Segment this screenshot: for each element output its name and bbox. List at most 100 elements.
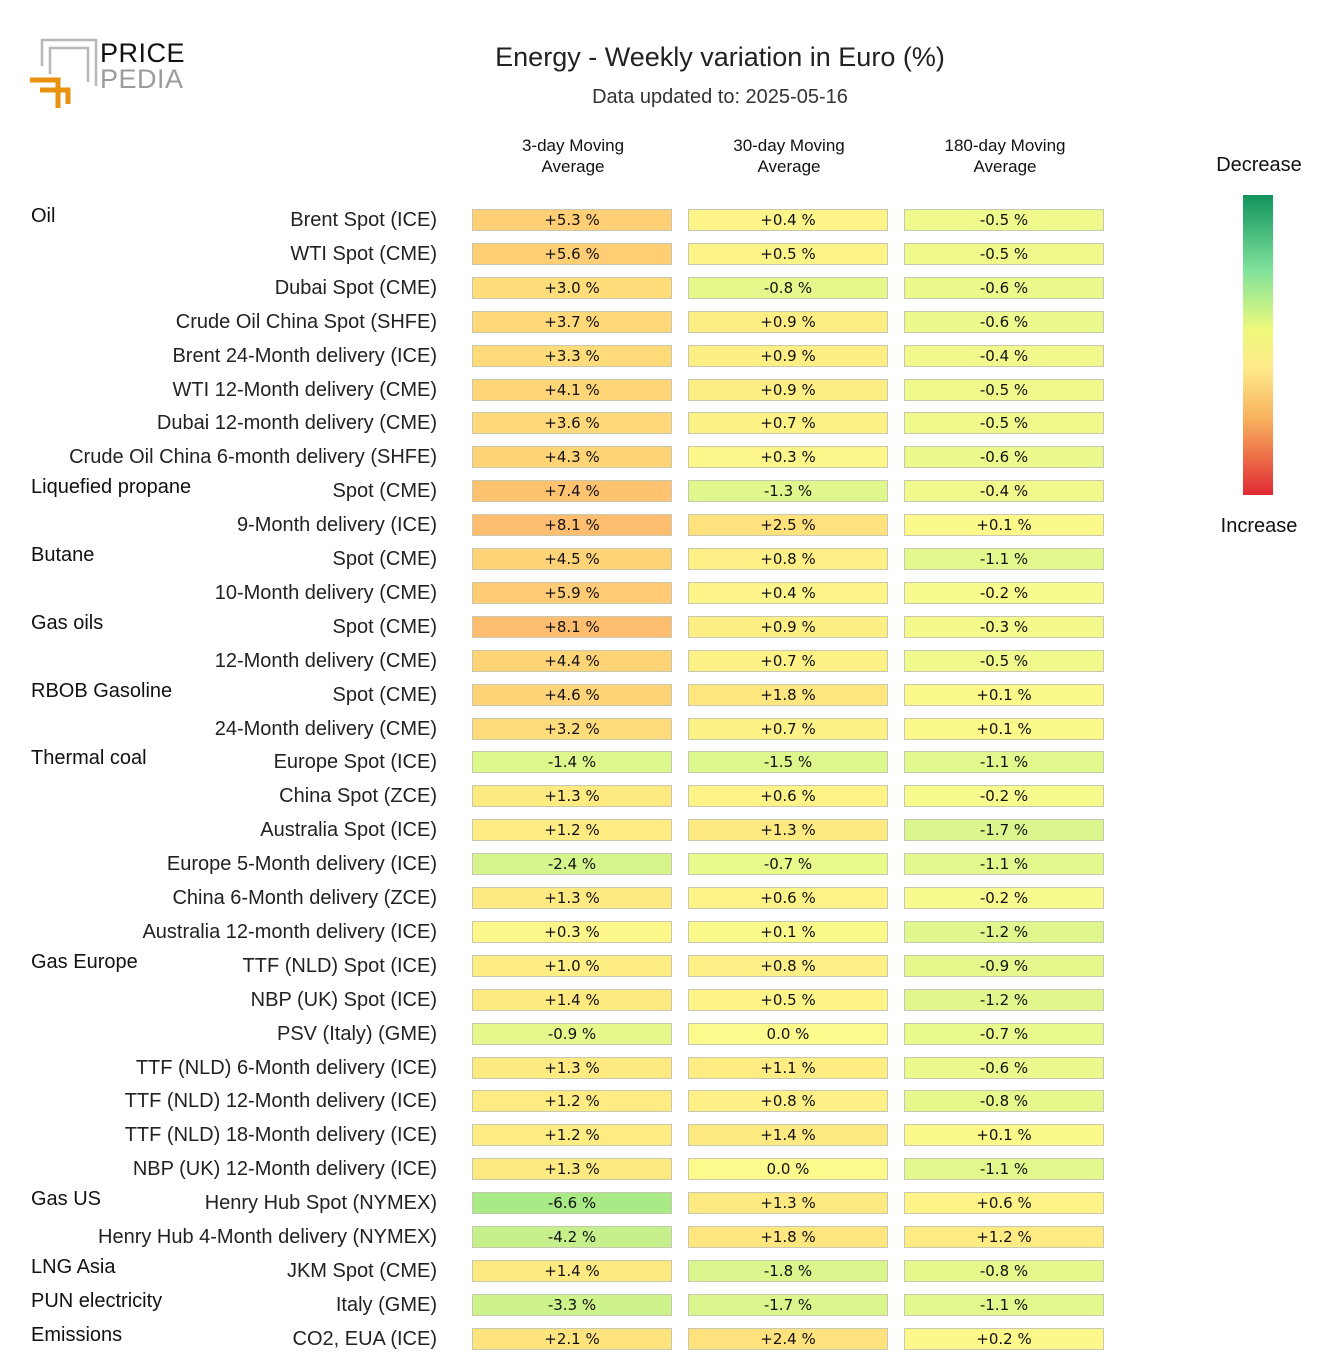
value-cell: +0.9 % — [688, 378, 888, 401]
column-header-line: 180-day Moving — [944, 136, 1066, 155]
row-label: TTF (NLD) 12-Month delivery (ICE) — [124, 1090, 437, 1113]
row-label: WTI Spot (CME) — [290, 242, 437, 265]
column-header-line: 30-day Moving — [733, 136, 845, 155]
value-cell: -0.2 % — [904, 785, 1104, 808]
column-header-line: Average — [757, 157, 821, 176]
row-label: Australia 12-month delivery (ICE) — [142, 920, 437, 943]
chart-title: Energy - Weekly variation in Euro (%) — [495, 42, 945, 72]
value-cell: +3.0 % — [472, 276, 672, 299]
value-cell: +3.6 % — [472, 412, 672, 435]
row-label: 12-Month delivery (CME) — [214, 649, 437, 672]
value-cell: -0.9 % — [904, 954, 1104, 977]
value-cell: -1.5 % — [688, 751, 888, 774]
value-cell: -1.8 % — [688, 1259, 888, 1282]
group-label: Thermal coal — [31, 747, 147, 770]
legend-color-scale — [1243, 195, 1273, 495]
value-cell: -0.5 % — [904, 209, 1104, 231]
value-cell: +5.3 % — [472, 209, 672, 231]
value-cell: +0.5 % — [688, 242, 888, 265]
value-cell: +0.8 % — [688, 1090, 888, 1113]
row-label: TTF (NLD) 18-Month delivery (ICE) — [124, 1124, 437, 1147]
row-label: Henry Hub 4-Month delivery (NYMEX) — [98, 1226, 437, 1248]
row-label: TTF (NLD) Spot (ICE) — [242, 954, 437, 977]
value-cell: -1.1 % — [904, 751, 1104, 774]
value-cell: +1.3 % — [688, 1192, 888, 1215]
row-label: China 6-Month delivery (ZCE) — [172, 887, 437, 909]
value-cell: -1.7 % — [904, 819, 1104, 842]
group-label: Gas Europe — [31, 950, 138, 973]
value-cell: +1.4 % — [688, 1124, 888, 1147]
value-cell: +0.7 % — [688, 412, 888, 435]
column-header-30day: 30-day Moving Average — [688, 135, 890, 177]
value-cell: -0.6 % — [904, 310, 1104, 333]
row-label: NBP (UK) Spot (ICE) — [250, 988, 437, 1011]
row-label: 10-Month delivery (CME) — [214, 581, 437, 604]
value-cell: +0.1 % — [904, 683, 1104, 706]
value-cell: -1.1 % — [904, 853, 1104, 876]
legend-increase-label: Increase — [1220, 515, 1298, 537]
row-label: Europe Spot (ICE) — [273, 751, 437, 774]
value-cell: -6.6 % — [472, 1192, 672, 1215]
value-cell: +1.3 % — [472, 887, 672, 909]
value-cell: -2.4 % — [472, 853, 672, 876]
row-label: Europe 5-Month delivery (ICE) — [166, 853, 437, 876]
value-cell: -1.2 % — [904, 988, 1104, 1011]
value-cell: -0.8 % — [904, 1259, 1104, 1282]
value-cell: +0.6 % — [904, 1192, 1104, 1215]
row-label: Crude Oil China 6-month delivery (SHFE) — [69, 446, 437, 469]
value-cell: +1.3 % — [472, 1158, 672, 1181]
row-label: JKM Spot (CME) — [286, 1259, 437, 1282]
value-cell: +0.6 % — [688, 785, 888, 808]
value-cell: +0.4 % — [688, 581, 888, 604]
value-cell: +0.5 % — [688, 988, 888, 1011]
logo-text-price: PRICE — [100, 38, 186, 68]
row-label: Brent 24-Month delivery (ICE) — [172, 344, 437, 367]
value-cell: -0.2 % — [904, 581, 1104, 604]
value-cell: -0.7 % — [688, 853, 888, 876]
column-header-line: 3-day Moving — [521, 136, 625, 155]
value-cell: +2.5 % — [688, 514, 888, 537]
value-cell: +3.7 % — [472, 310, 672, 333]
value-cell: -0.5 % — [904, 242, 1104, 265]
value-cell: +0.1 % — [904, 1124, 1104, 1147]
value-cell: +5.9 % — [472, 581, 672, 604]
value-cell: +8.1 % — [472, 514, 672, 537]
value-cell: -1.1 % — [904, 1158, 1104, 1181]
row-label: 24-Month delivery (CME) — [214, 717, 437, 740]
value-cell: -0.6 % — [904, 446, 1104, 469]
value-cell: -0.2 % — [904, 887, 1104, 909]
group-label: Oil — [31, 205, 56, 227]
group-label: Liquefied propane — [31, 476, 192, 499]
legend-decrease-label: Decrease — [1216, 154, 1302, 176]
value-cell: -3.3 % — [472, 1293, 672, 1316]
value-cell: +5.6 % — [472, 242, 672, 265]
row-label: Italy (GME) — [335, 1293, 437, 1316]
chart-subtitle: Data updated to: 2025-05-16 — [592, 86, 848, 108]
value-cell: +1.0 % — [472, 954, 672, 977]
value-cell: -1.4 % — [472, 751, 672, 774]
row-label: TTF (NLD) 6-Month delivery (ICE) — [135, 1056, 437, 1079]
value-cell: +4.1 % — [472, 378, 672, 401]
row-label: WTI 12-Month delivery (CME) — [172, 378, 438, 401]
value-cell: +3.2 % — [472, 717, 672, 740]
value-cell: +1.2 % — [472, 1090, 672, 1113]
row-label: Australia Spot (ICE) — [260, 819, 437, 842]
group-label: Emissions — [31, 1323, 123, 1346]
row-label: Crude Oil China Spot (SHFE) — [175, 310, 437, 333]
value-cell: +0.8 % — [688, 954, 888, 977]
value-cell: 0.0 % — [688, 1158, 888, 1181]
row-label: PSV (Italy) (GME) — [276, 1022, 437, 1045]
value-cell: +1.4 % — [472, 1259, 672, 1282]
group-label: Gas oils — [31, 611, 104, 634]
value-cell: +0.8 % — [688, 548, 888, 570]
value-cell: +1.3 % — [472, 785, 672, 808]
value-cell: +3.3 % — [472, 344, 672, 367]
group-label: LNG Asia — [31, 1255, 116, 1278]
value-cell: +0.9 % — [688, 310, 888, 333]
row-label: Dubai 12-month delivery (CME) — [156, 412, 437, 435]
column-header-line: Average — [973, 157, 1037, 176]
pricepedia-logo: PRICE PEDIA — [28, 36, 188, 112]
group-label: Gas US — [31, 1188, 102, 1211]
value-cell: +8.1 % — [472, 615, 672, 638]
value-cell: +1.2 % — [472, 819, 672, 842]
